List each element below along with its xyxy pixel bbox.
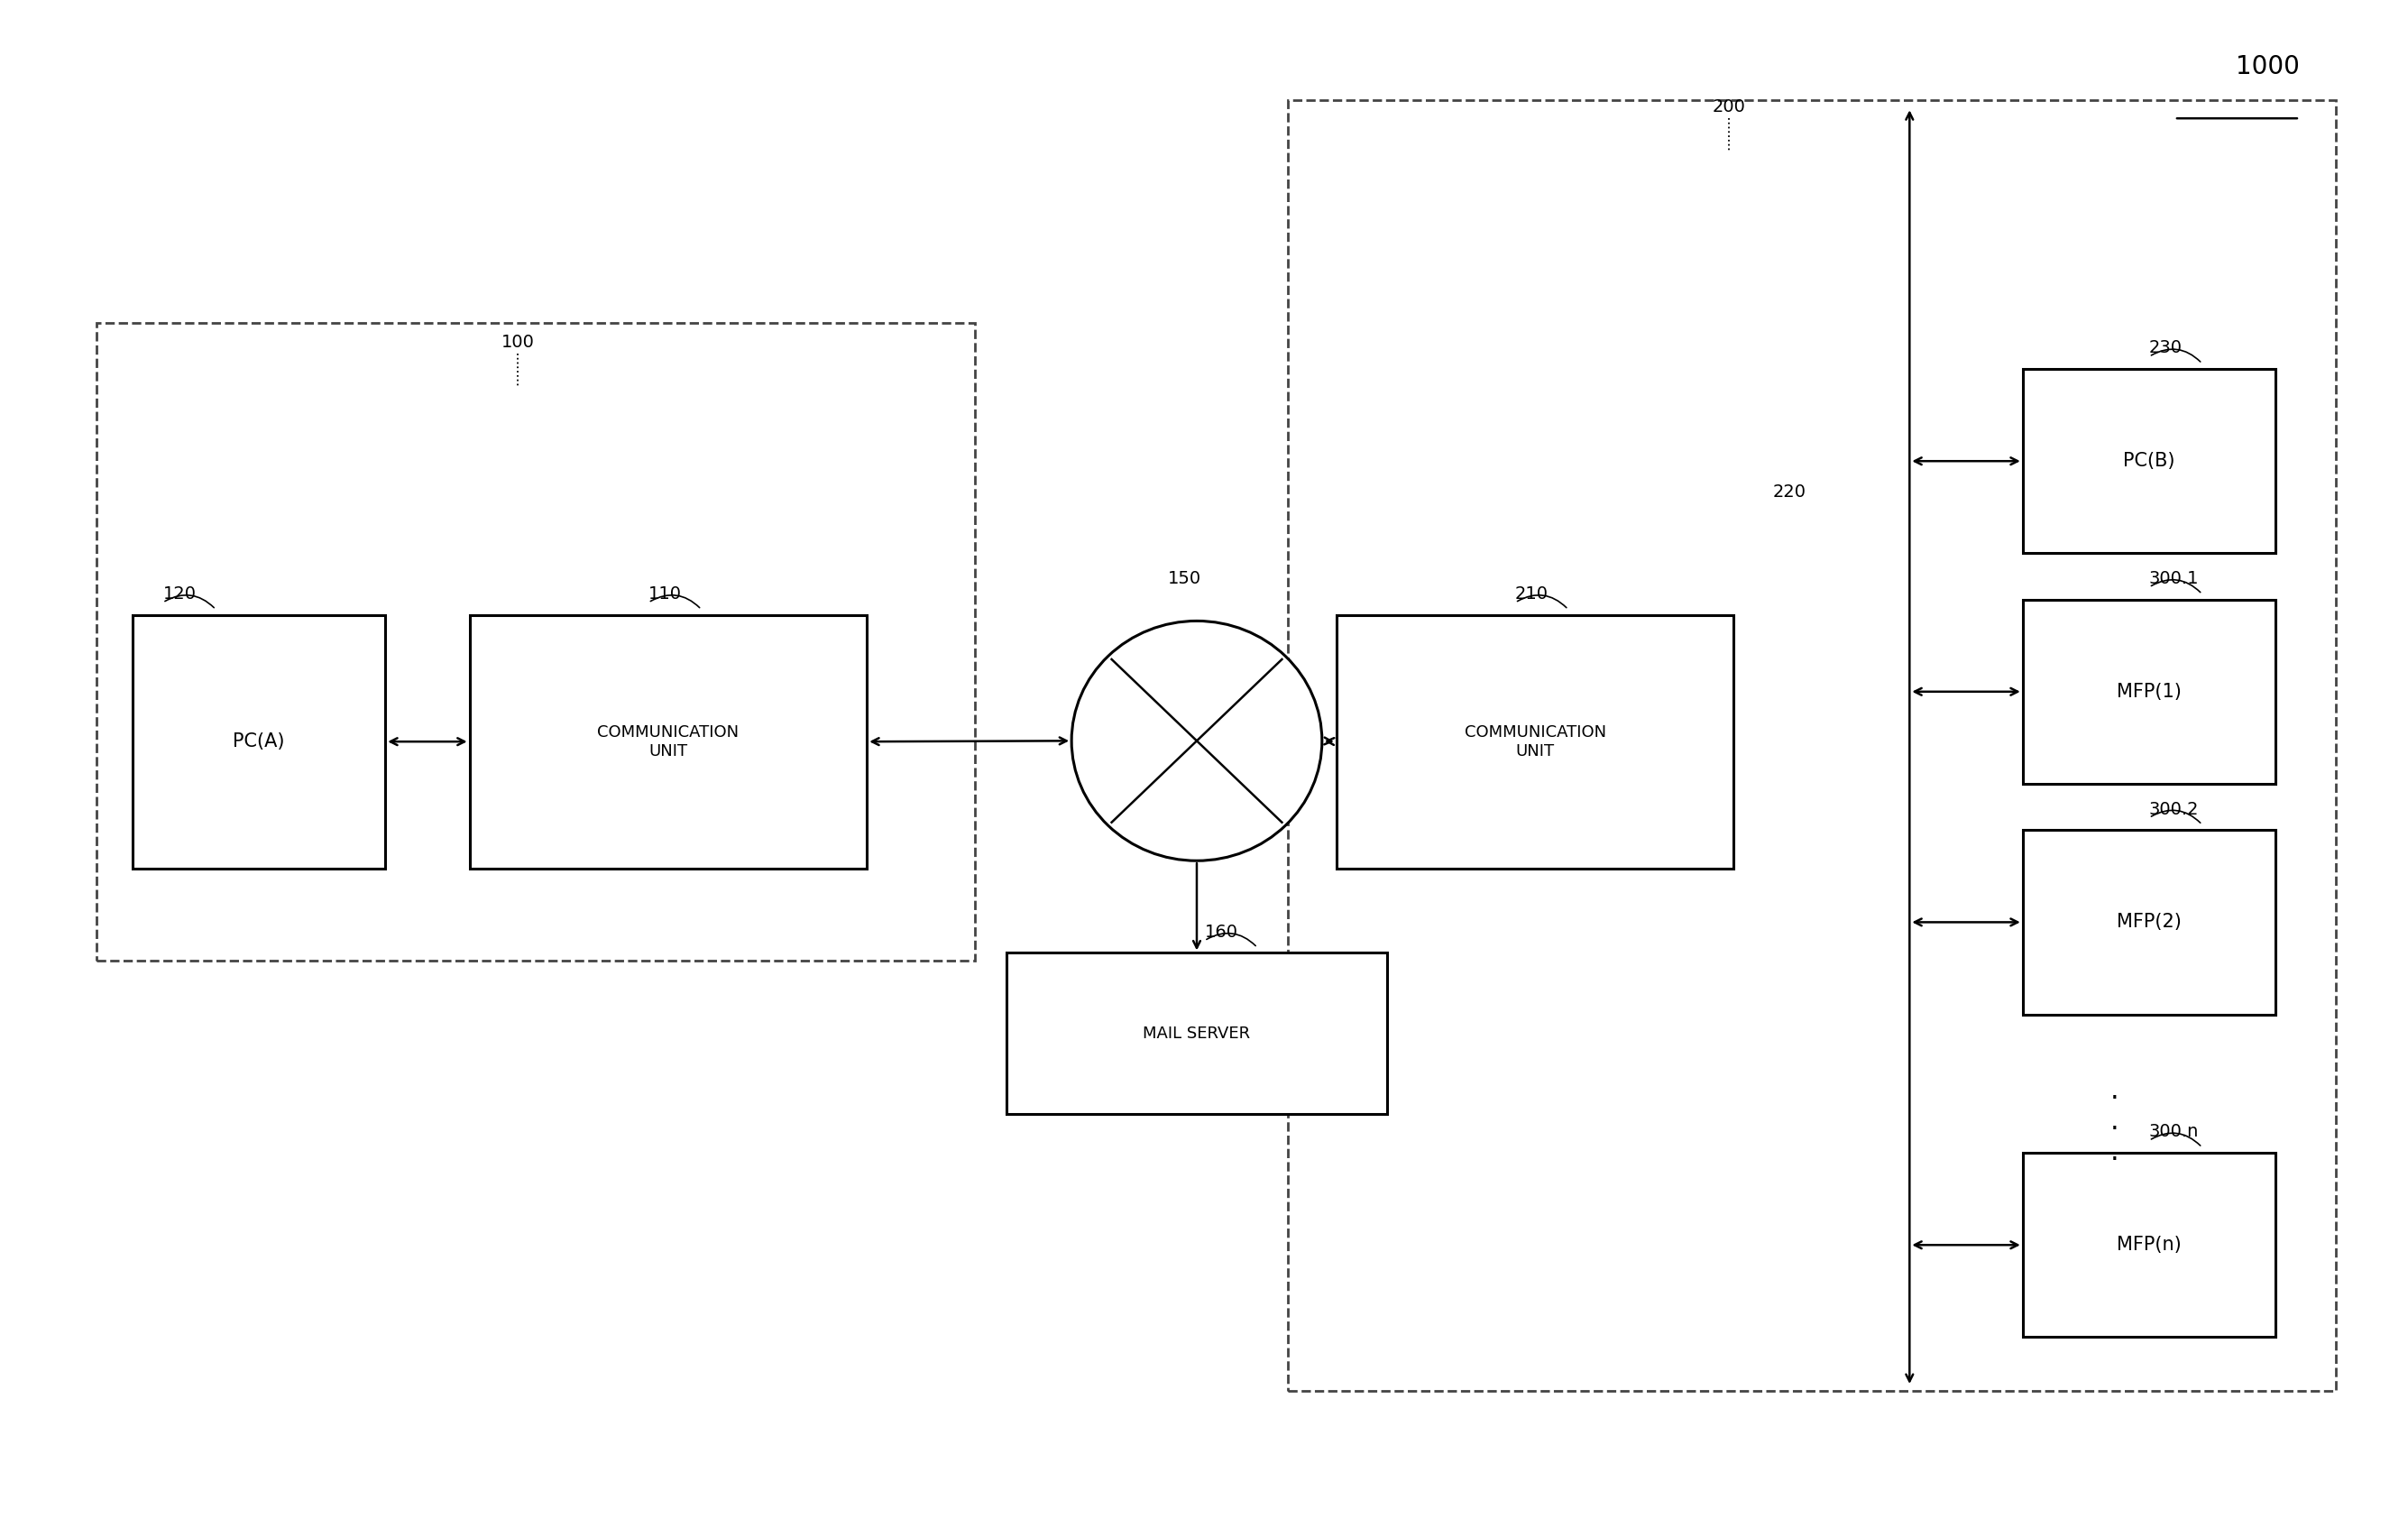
Text: MFP(n): MFP(n) (2117, 1236, 2182, 1254)
Text: 160: 160 (1204, 924, 1238, 941)
Text: 1000: 1000 (2235, 54, 2300, 78)
Text: 100: 100 (501, 334, 535, 350)
Bar (132, 615, 385, 868)
Bar (2023, 1153, 2276, 1337)
Bar (2023, 369, 2276, 553)
Text: 220: 220 (1772, 483, 1806, 501)
Text: 200: 200 (1712, 98, 1746, 115)
Text: ·
·
·: · · · (2109, 1087, 2119, 1173)
Text: MAIL SERVER: MAIL SERVER (1144, 1025, 1250, 1042)
Bar (96, 323, 975, 961)
Bar (1007, 953, 1387, 1114)
Text: 300.n: 300.n (2148, 1124, 2199, 1140)
Text: PC(B): PC(B) (2124, 452, 2174, 470)
Bar (2023, 830, 2276, 1014)
Text: 230: 230 (2148, 340, 2182, 357)
Text: MFP(1): MFP(1) (2117, 682, 2182, 701)
Bar (1288, 100, 2336, 1391)
Text: COMMUNICATION
UNIT: COMMUNICATION UNIT (1464, 724, 1606, 759)
Text: MFP(2): MFP(2) (2117, 913, 2182, 931)
Bar (470, 615, 867, 868)
Text: 120: 120 (164, 586, 195, 603)
Bar (1336, 615, 1734, 868)
Text: 110: 110 (648, 586, 681, 603)
Text: 150: 150 (1168, 570, 1202, 587)
Text: PC(A): PC(A) (234, 733, 284, 750)
Text: COMMUNICATION
UNIT: COMMUNICATION UNIT (597, 724, 739, 759)
Ellipse shape (1072, 621, 1322, 861)
Text: 300.2: 300.2 (2148, 801, 2199, 818)
Text: 300.1: 300.1 (2148, 570, 2199, 587)
Text: 210: 210 (1515, 586, 1548, 603)
Bar (2023, 599, 2276, 784)
